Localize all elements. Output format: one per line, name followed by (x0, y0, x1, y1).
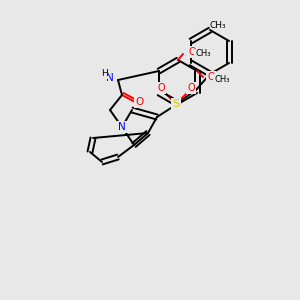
Text: CH₃: CH₃ (214, 74, 230, 83)
Text: O: O (135, 97, 143, 107)
Text: CH₃: CH₃ (210, 22, 226, 31)
Text: CH₃: CH₃ (195, 50, 211, 58)
Text: S: S (172, 99, 180, 109)
Text: O: O (187, 83, 195, 93)
Text: N: N (106, 73, 114, 83)
Text: N: N (118, 122, 126, 132)
Text: O: O (207, 72, 215, 82)
Text: O: O (157, 83, 165, 93)
Text: H: H (100, 70, 107, 79)
Text: O: O (188, 47, 196, 57)
